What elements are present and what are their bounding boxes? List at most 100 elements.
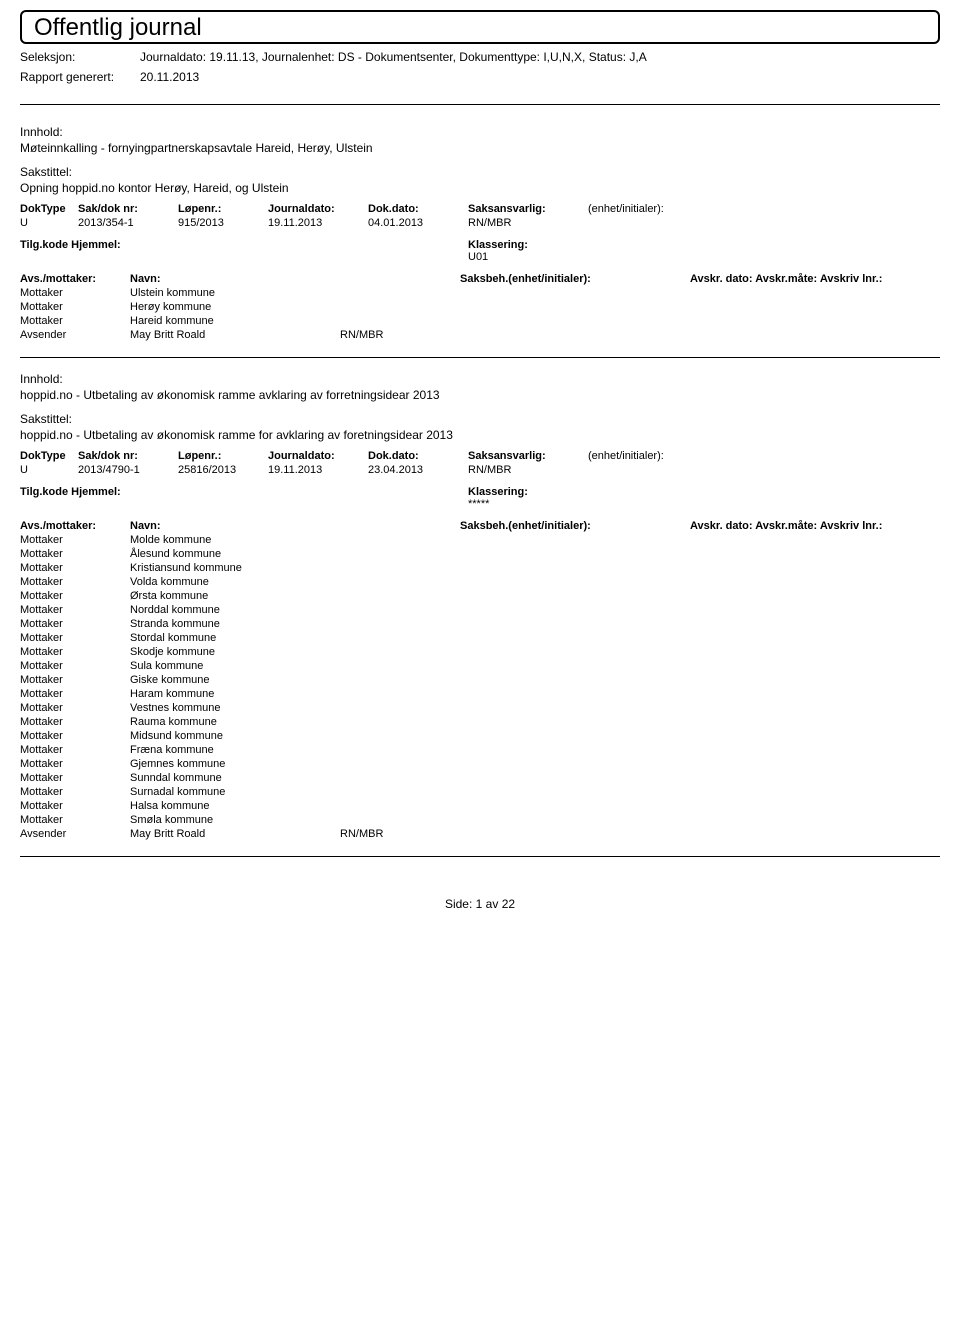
- party-name: Midsund kommune: [130, 730, 340, 742]
- party-name: Smøla kommune: [130, 814, 340, 826]
- party-code: [340, 786, 460, 798]
- klassering-value-row: *****: [20, 498, 940, 510]
- party-code: RN/MBR: [340, 828, 460, 840]
- party-code: [340, 744, 460, 756]
- party-name: Stranda kommune: [130, 618, 340, 630]
- sakstittel-label: Sakstittel:: [20, 165, 940, 179]
- columns-header: DokType Sak/dok nr: Løpenr.: Journaldato…: [20, 450, 940, 462]
- tilg-left: Tilg.kode Hjemmel:: [20, 239, 468, 251]
- party-role: Mottaker: [20, 604, 130, 616]
- col-enhet-value: [588, 464, 708, 476]
- tilgkode-label: Tilg.kode: [20, 486, 68, 498]
- party-role: Mottaker: [20, 744, 130, 756]
- seleksjon-label: Seleksjon:: [20, 50, 140, 64]
- party-name: Sula kommune: [130, 660, 340, 672]
- tilgkode-label: Tilg.kode: [20, 239, 68, 251]
- party-role: Mottaker: [20, 287, 130, 299]
- party-row: MottakerMolde kommune: [20, 534, 940, 546]
- party-row: MottakerSunndal kommune: [20, 772, 940, 784]
- party-code: [340, 287, 460, 299]
- party-row: MottakerUlstein kommune: [20, 287, 940, 299]
- party-row: AvsenderMay Britt RoaldRN/MBR: [20, 329, 940, 341]
- party-role: Mottaker: [20, 688, 130, 700]
- rapport-label: Rapport generert:: [20, 70, 140, 84]
- party-role: Mottaker: [20, 548, 130, 560]
- party-row: MottakerNorddal kommune: [20, 604, 940, 616]
- journal-record: Innhold: Møteinnkalling - fornyingpartne…: [20, 104, 940, 358]
- navn-label: Navn:: [130, 273, 340, 285]
- col-enhet-label: (enhet/initialer):: [588, 203, 708, 215]
- party-name: Volda kommune: [130, 576, 340, 588]
- party-role: Mottaker: [20, 315, 130, 327]
- spacer: [20, 498, 468, 510]
- party-name: Stordal kommune: [130, 632, 340, 644]
- innhold-label: Innhold:: [20, 372, 940, 386]
- party-row: MottakerMidsund kommune: [20, 730, 940, 742]
- col-saksansvarlig-value: RN/MBR: [468, 217, 588, 229]
- col-dokdato-label: Dok.dato:: [368, 203, 468, 215]
- party-role: Mottaker: [20, 674, 130, 686]
- col-journaldato-label: Journaldato:: [268, 450, 368, 462]
- col-dokdato-value: 04.01.2013: [368, 217, 468, 229]
- party-role: Avsender: [20, 329, 130, 341]
- rapport-value: 20.11.2013: [140, 70, 199, 84]
- seleksjon-row: Seleksjon: Journaldato: 19.11.13, Journa…: [20, 50, 940, 64]
- party-name: Halsa kommune: [130, 800, 340, 812]
- party-row: MottakerVestnes kommune: [20, 702, 940, 714]
- party-code: [340, 772, 460, 784]
- spacer: [20, 251, 468, 263]
- tilg-row: Tilg.kode Hjemmel: Klassering:: [20, 486, 940, 498]
- avskr-label: Avskr. dato: Avskr.måte: Avskriv lnr.:: [690, 520, 940, 532]
- party-code: [340, 688, 460, 700]
- col-enhet-value: [588, 217, 708, 229]
- party-row: MottakerHaram kommune: [20, 688, 940, 700]
- party-code: [340, 548, 460, 560]
- party-row: MottakerHalsa kommune: [20, 800, 940, 812]
- party-row: MottakerSkodje kommune: [20, 646, 940, 658]
- party-code: [340, 814, 460, 826]
- klassering-label: Klassering:: [468, 486, 528, 498]
- party-role: Mottaker: [20, 618, 130, 630]
- col-doktype-label: DokType: [20, 203, 78, 215]
- col-lopenr-label: Løpenr.:: [178, 450, 268, 462]
- party-role: Mottaker: [20, 814, 130, 826]
- party-role: Mottaker: [20, 660, 130, 672]
- party-code: [340, 660, 460, 672]
- side-sep: av: [486, 897, 499, 911]
- party-row: MottakerStordal kommune: [20, 632, 940, 644]
- party-code: [340, 758, 460, 770]
- party-col3-spacer: [340, 520, 460, 532]
- col-sakdok-value: 2013/4790-1: [78, 464, 178, 476]
- saksbeh-label: Saksbeh.(enhet/initialer):: [460, 273, 690, 285]
- party-role: Mottaker: [20, 646, 130, 658]
- party-role: Mottaker: [20, 772, 130, 784]
- party-row: AvsenderMay Britt RoaldRN/MBR: [20, 828, 940, 840]
- party-row: MottakerStranda kommune: [20, 618, 940, 630]
- party-name: Molde kommune: [130, 534, 340, 546]
- party-role: Mottaker: [20, 730, 130, 742]
- page-title: Offentlig journal: [34, 16, 926, 40]
- klassering-value: *****: [468, 498, 489, 510]
- sakstittel-value: hoppid.no - Utbetaling av økonomisk ramm…: [20, 428, 940, 442]
- party-role: Mottaker: [20, 562, 130, 574]
- col-dokdato-label: Dok.dato:: [368, 450, 468, 462]
- party-role: Mottaker: [20, 702, 130, 714]
- hjemmel-label: Hjemmel:: [71, 486, 121, 498]
- innhold-label: Innhold:: [20, 125, 940, 139]
- tilg-left: Tilg.kode Hjemmel:: [20, 486, 468, 498]
- seleksjon-value: Journaldato: 19.11.13, Journalenhet: DS …: [140, 50, 647, 64]
- party-row: MottakerSurnadal kommune: [20, 786, 940, 798]
- party-code: [340, 562, 460, 574]
- side-total: 22: [502, 897, 515, 911]
- col-lopenr-value: 25816/2013: [178, 464, 268, 476]
- party-code: [340, 632, 460, 644]
- col-saksansvarlig-value: RN/MBR: [468, 464, 588, 476]
- party-name: Kristiansund kommune: [130, 562, 340, 574]
- party-code: [340, 716, 460, 728]
- journal-record: Innhold: hoppid.no - Utbetaling av økono…: [20, 372, 940, 857]
- col-lopenr-value: 915/2013: [178, 217, 268, 229]
- col-lopenr-label: Løpenr.:: [178, 203, 268, 215]
- party-name: Rauma kommune: [130, 716, 340, 728]
- party-row: MottakerVolda kommune: [20, 576, 940, 588]
- col-saksansvarlig-label: Saksansvarlig:: [468, 450, 588, 462]
